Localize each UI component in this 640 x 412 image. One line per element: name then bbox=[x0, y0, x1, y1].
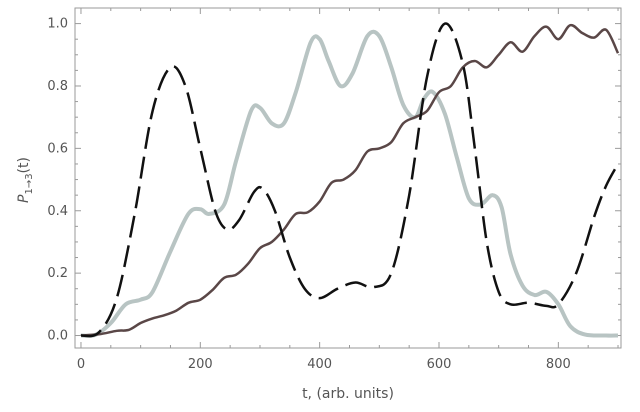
y-axis-label-suffix: (t) bbox=[16, 157, 32, 173]
y-tick-label: 0.0 bbox=[47, 329, 68, 344]
series-layer bbox=[80, 22, 620, 338]
y-tick-label: 1.0 bbox=[47, 17, 68, 32]
y-tick-label: 0.6 bbox=[47, 141, 68, 156]
series-line-1 bbox=[80, 29, 619, 338]
plot-frame bbox=[74, 7, 622, 349]
x-tick-label: 600 bbox=[427, 357, 452, 372]
y-axis-label-subscript: 1→3 bbox=[24, 173, 35, 194]
y-axis-tick-labels: 0.0 0.2 0.4 0.6 0.8 1.0 bbox=[47, 17, 68, 344]
x-tick-label: 0 bbox=[77, 357, 85, 372]
x-axis-tick-labels: 0 200 400 600 800 bbox=[77, 357, 571, 372]
x-tick-label: 200 bbox=[188, 357, 213, 372]
y-tick-label: 0.2 bbox=[47, 266, 68, 281]
x-axis-ticks bbox=[80, 8, 619, 348]
y-axis-ticks bbox=[75, 23, 621, 337]
series-line-2 bbox=[80, 23, 620, 337]
series-line-3 bbox=[80, 22, 620, 338]
plot-area-border bbox=[74, 7, 622, 349]
y-tick-label: 0.4 bbox=[47, 204, 68, 219]
x-axis-label: t, (arb. units) bbox=[302, 386, 394, 402]
x-tick-label: 800 bbox=[546, 357, 571, 372]
y-axis-label-main: P bbox=[16, 194, 32, 203]
y-tick-label: 0.8 bbox=[47, 79, 68, 94]
y-axis-label: P1→3(t) bbox=[16, 157, 35, 203]
x-tick-label: 400 bbox=[307, 357, 332, 372]
